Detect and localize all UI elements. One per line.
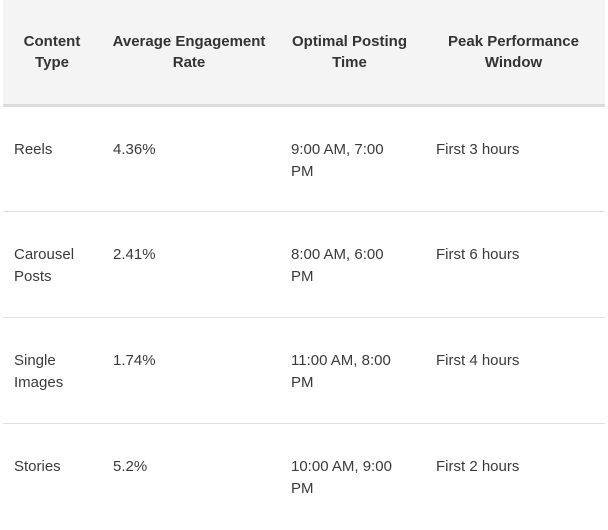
cell-engagement-rate: 4.36% [101, 105, 277, 212]
cell-engagement-rate: 5.2% [113, 458, 148, 475]
table-row: Stories 5.2% 10:00 AM, 9:00 PM First 2 h… [3, 424, 605, 530]
cell-peak-window: First 4 hours [422, 317, 605, 424]
header-peak-window: Peak Performance Window [422, 0, 605, 107]
header-content-type: Content Type [3, 0, 101, 107]
table-row: Reels 4.36% 9:00 AM, 7:00 PM First 3 hou… [3, 105, 605, 212]
cell-content-type: Carousel Posts [3, 211, 101, 318]
cell-peak-window: First 3 hours [422, 105, 605, 212]
table-row: Carousel Posts 2.41% 8:00 AM, 6:00 PM Fi… [3, 211, 605, 318]
header-posting-time: Optimal Posting Time [277, 0, 422, 107]
cell-posting-time: 11:00 AM, 8:00 PM [277, 317, 422, 424]
cell-engagement-rate: 1.74% [101, 317, 277, 424]
cell-content-type: Reels [3, 105, 101, 212]
cell-content-type: Stories [14, 458, 61, 475]
cell-engagement-rate: 2.41% [101, 211, 277, 318]
cell-content-type: Single Images [3, 317, 101, 424]
cell-posting-time: 10:00 AM, 9:00 PM [291, 458, 392, 497]
cell-peak-window: First 6 hours [422, 211, 605, 318]
cell-posting-time: 8:00 AM, 6:00 PM [277, 211, 422, 318]
header-row: Content Type Average Engagement Rate Opt… [3, 0, 605, 107]
table-row: Single Images 1.74% 11:00 AM, 8:00 PM Fi… [3, 317, 605, 424]
cell-peak-window: First 2 hours [436, 458, 520, 475]
engagement-table: Content Type Average Engagement Rate Opt… [3, 0, 605, 530]
cell-posting-time: 9:00 AM, 7:00 PM [277, 105, 422, 212]
header-engagement-rate: Average Engagement Rate [101, 0, 277, 107]
